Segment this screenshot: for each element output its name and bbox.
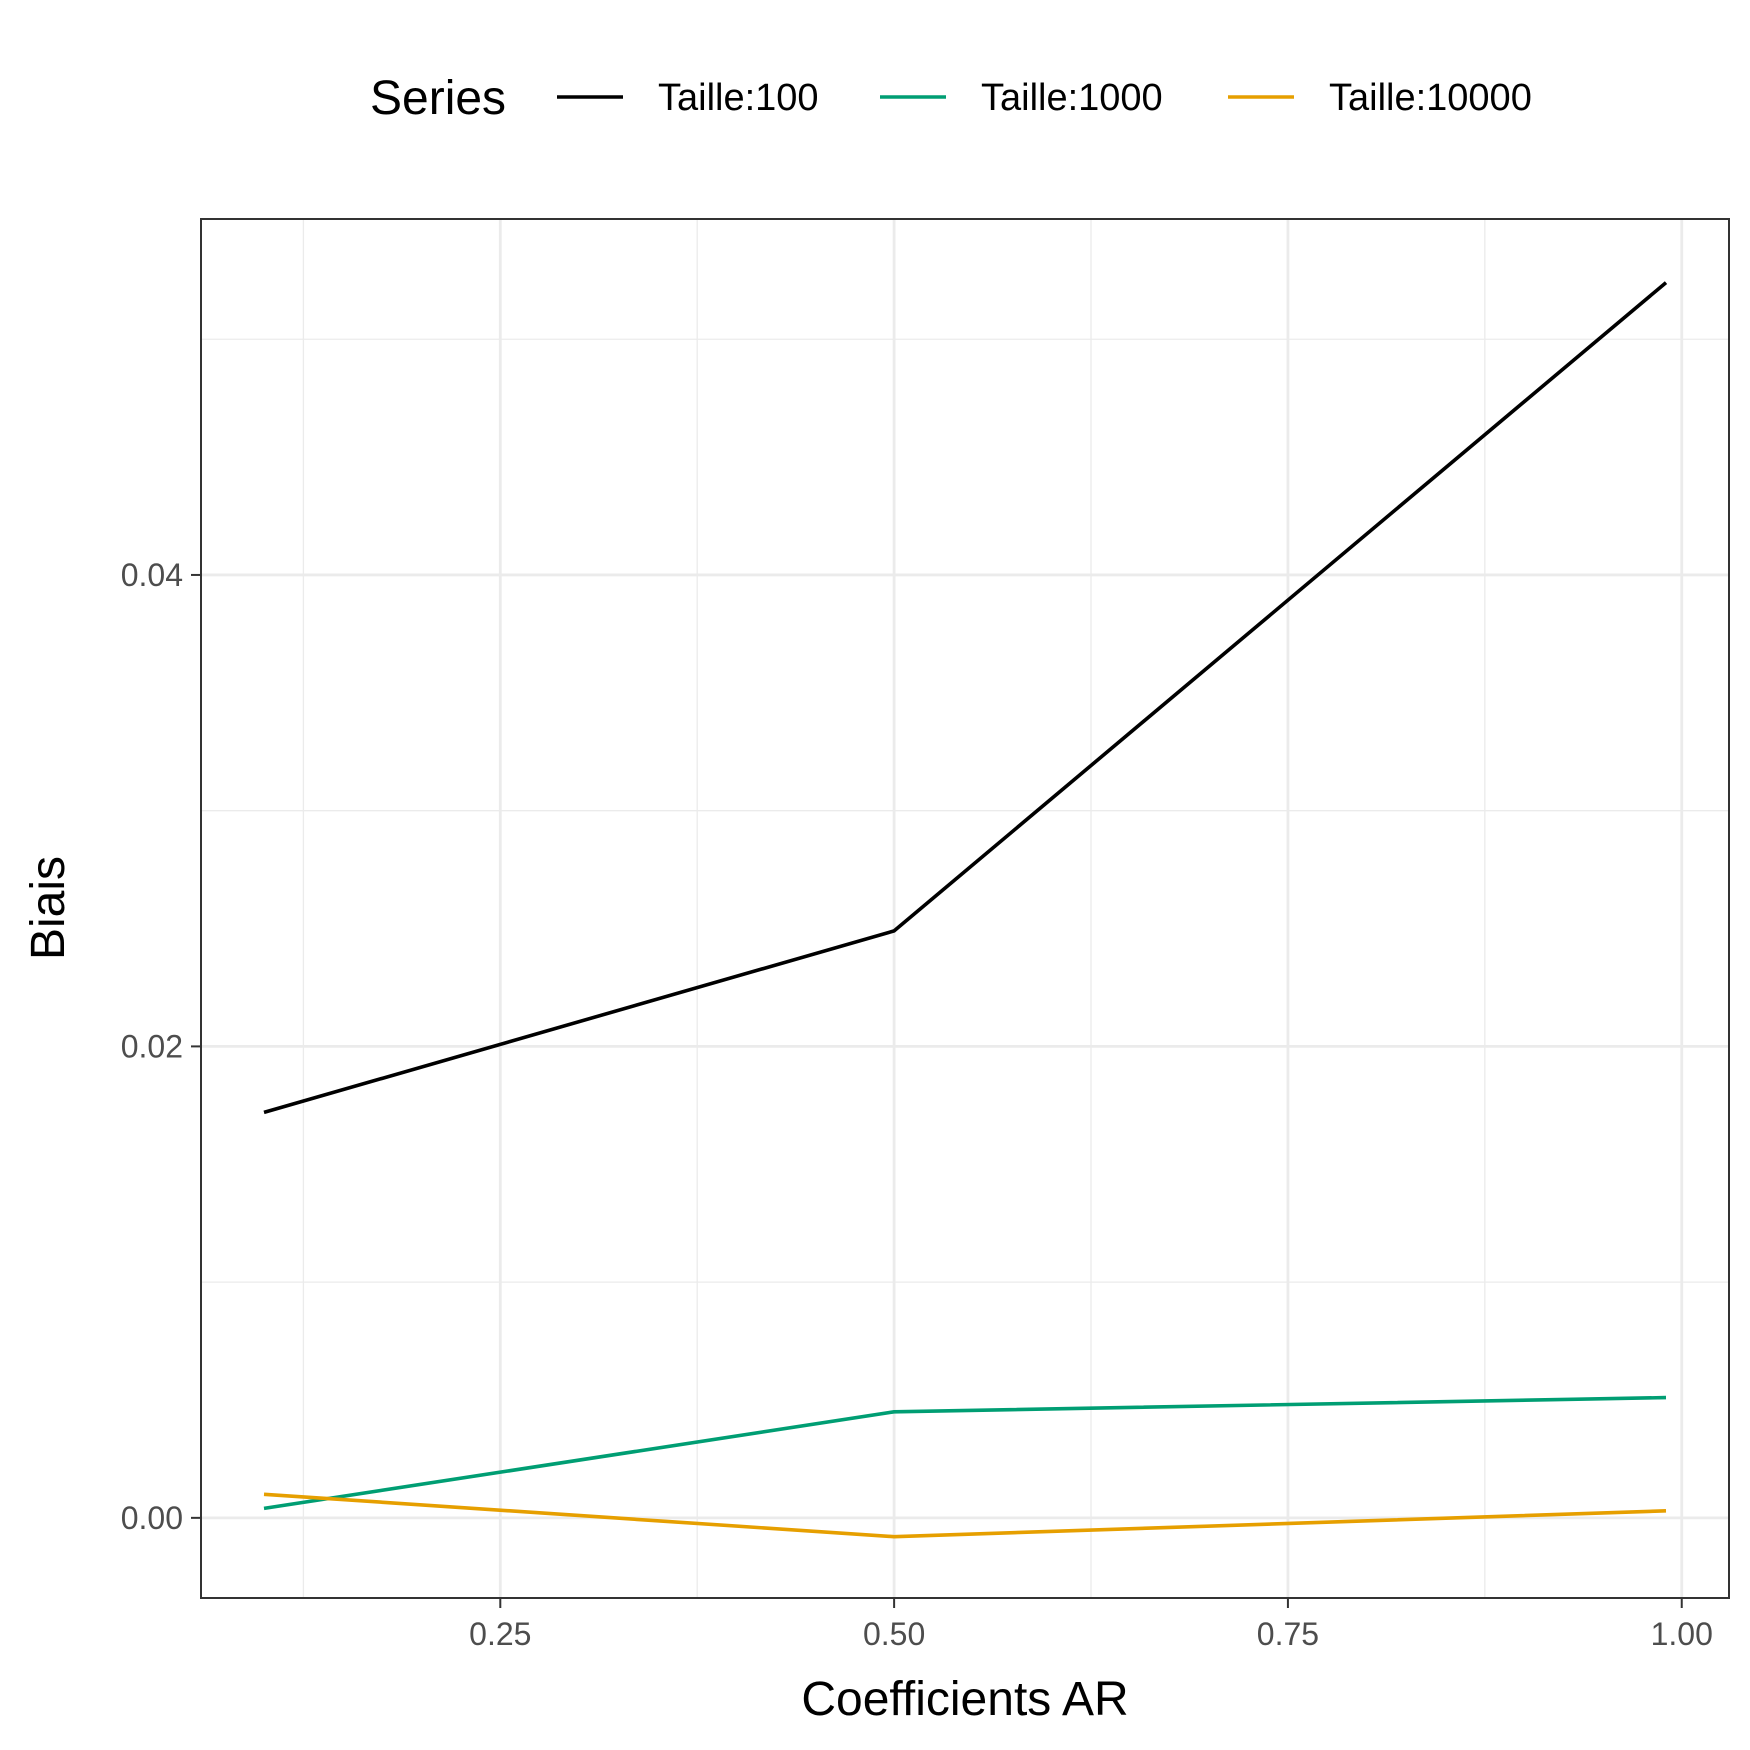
plot-panel <box>200 218 1730 1599</box>
series-line-2 <box>263 1395 1667 1511</box>
x-axis: 0.25 0.50 0.75 1.00 <box>469 1598 1713 1652</box>
y-axis: 0.00 0.02 0.04 <box>121 557 201 1536</box>
legend-items: Taille:100 Taille:1000 Taille:10000 <box>557 77 1532 119</box>
series-line-3 <box>263 1492 1667 1539</box>
x-axis-title: Coefficients AR <box>801 1673 1128 1726</box>
legend-label-3: Taille:10000 <box>1329 77 1532 119</box>
y-tick-label: 0.02 <box>121 1028 183 1064</box>
x-tick-label: 1.00 <box>1651 1616 1713 1652</box>
x-tick-label: 0.50 <box>863 1616 925 1652</box>
legend-title: Series <box>370 72 506 125</box>
panel-border <box>200 218 1730 1599</box>
series-lines <box>263 281 1668 1539</box>
legend-label-2: Taille:1000 <box>981 77 1163 119</box>
y-tick-label: 0.00 <box>121 1500 183 1536</box>
legend: Series Taille:100 Taille:1000 Taille:10000 <box>370 72 1532 125</box>
y-tick-label: 0.04 <box>121 557 183 593</box>
x-tick-label: 0.25 <box>469 1616 531 1652</box>
minor-gridlines <box>201 219 1729 1598</box>
y-axis-title: Biais <box>22 856 75 960</box>
major-gridlines <box>201 219 1729 1598</box>
legend-label-1: Taille:100 <box>658 77 819 119</box>
panel-background <box>201 219 1729 1598</box>
x-tick-label: 0.75 <box>1257 1616 1319 1652</box>
series-line-1 <box>263 281 1668 1115</box>
